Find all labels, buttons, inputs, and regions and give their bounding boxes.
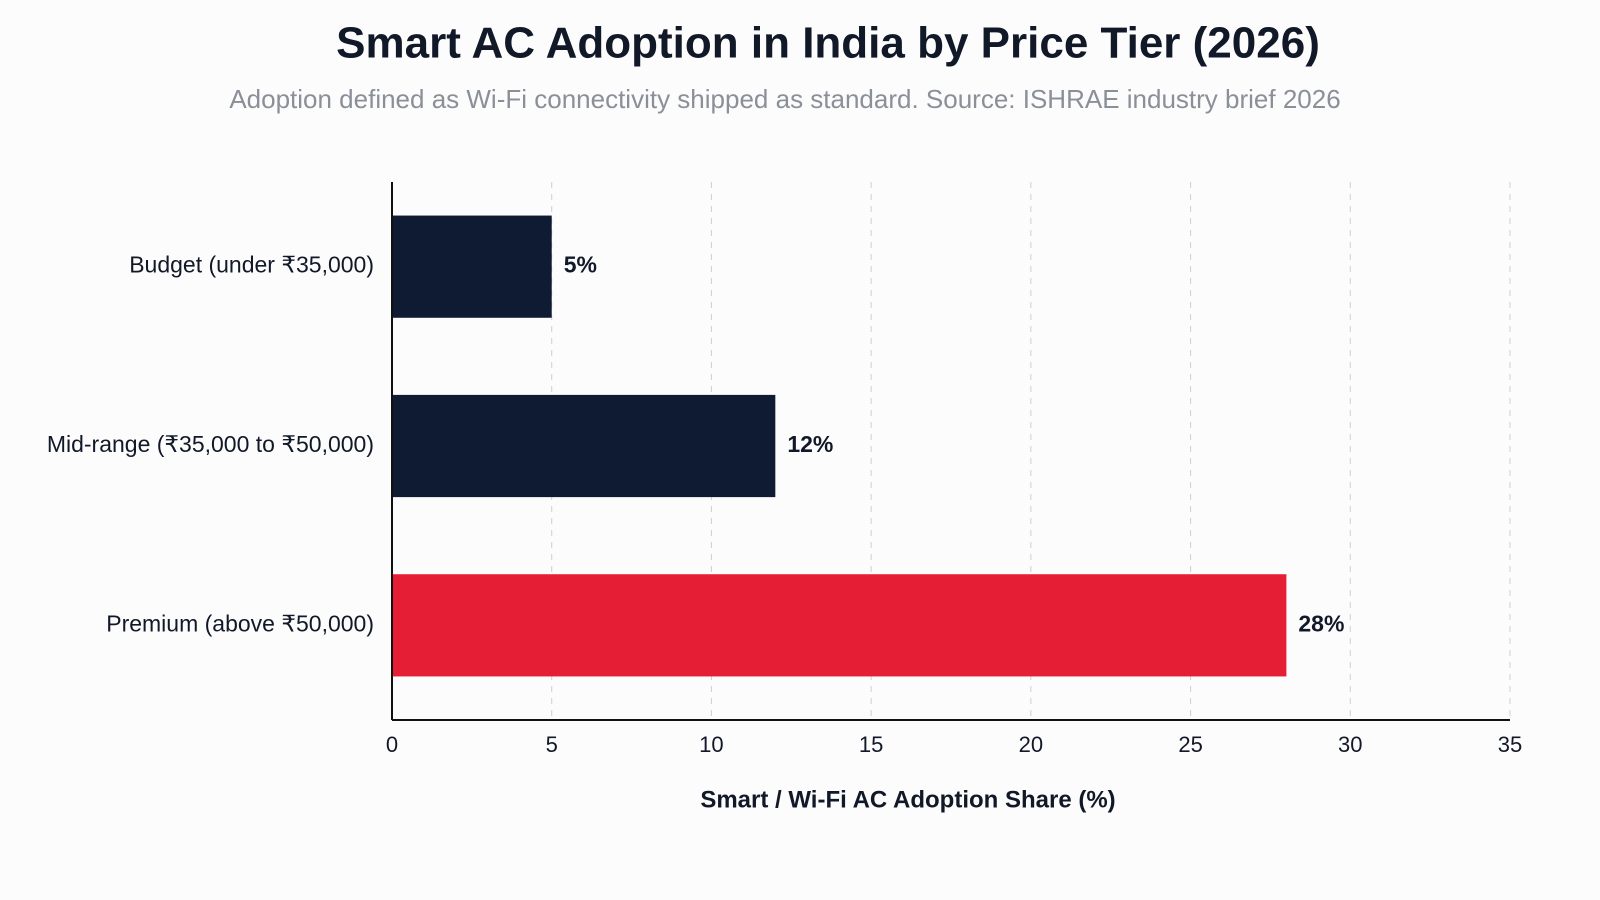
value-label: 12%: [787, 431, 833, 457]
x-tick-label: 30: [1338, 732, 1362, 757]
bar: [392, 574, 1287, 677]
x-tick-label: 35: [1498, 732, 1522, 757]
chart-subtitle: Adoption defined as Wi-Fi connectivity s…: [229, 84, 1340, 114]
x-tick-label: 25: [1178, 732, 1202, 757]
value-label: 28%: [1298, 610, 1344, 636]
x-tick-label: 5: [546, 732, 558, 757]
x-tick-label: 10: [699, 732, 723, 757]
x-tick-label: 0: [386, 732, 398, 757]
x-tick-label: 20: [1019, 732, 1043, 757]
y-tick-label: Premium (above ₹50,000): [106, 610, 374, 636]
x-tick-label: 15: [859, 732, 883, 757]
bar: [392, 215, 552, 318]
y-tick-label: Mid-range (₹35,000 to ₹50,000): [47, 431, 374, 457]
bar: [392, 394, 776, 498]
x-axis-label: Smart / Wi-Fi AC Adoption Share (%): [700, 786, 1115, 813]
chart-title: Smart AC Adoption in India by Price Tier…: [336, 19, 1320, 68]
y-tick-label: Budget (under ₹35,000): [129, 252, 374, 278]
value-label: 5%: [564, 252, 597, 278]
